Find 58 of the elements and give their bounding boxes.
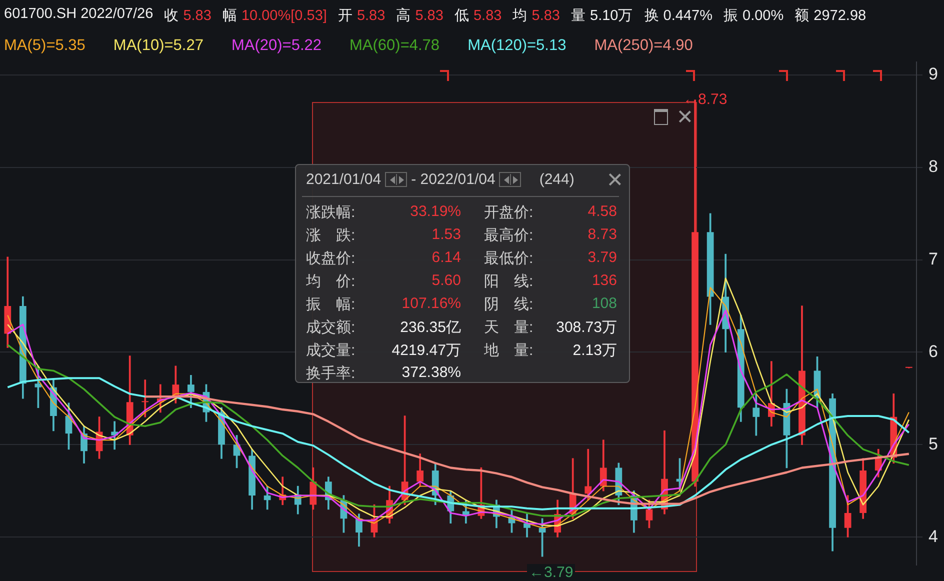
text: 开 5.83 [338, 8, 386, 24]
annotation: 涨跌幅: [306, 203, 356, 222]
annotation: 阴 线: [484, 295, 534, 314]
y-tick-label: 4 [928, 526, 938, 546]
annotation: 33.19% [410, 203, 461, 220]
text: MA(10)=5.27 [113, 37, 204, 55]
annotation: 372.38% [402, 364, 461, 381]
annotation: 振 幅: [306, 295, 356, 314]
y-tick-label: 9 [928, 64, 938, 84]
annotation: 5.60 [432, 272, 461, 289]
annotation: - 2022/01/04 [411, 171, 496, 188]
annotation: 换手率: [306, 364, 356, 383]
text: 低 5.83 [454, 8, 502, 24]
annotation: 最高价: [484, 226, 534, 245]
text: 量 5.10万 [570, 8, 634, 24]
text: 高 5.83 [396, 8, 444, 24]
text: 振 0.00% [723, 8, 784, 24]
annotation: 4.58 [588, 203, 617, 220]
annotation: 地 量: [484, 341, 534, 360]
annotation: 成交量: [306, 341, 356, 360]
annotation: (244) [539, 171, 574, 188]
text: 额 2972.98 [794, 8, 866, 24]
annotation: 8.73 [588, 226, 617, 243]
annotation: ←3.79 [527, 564, 576, 581]
text: 收 5.83 [164, 8, 212, 24]
y-tick-label: 7 [928, 249, 938, 268]
annotation: 收盘价: [306, 249, 356, 268]
text: MA(5)=5.35 [4, 37, 86, 55]
text: MA(20)=5.22 [231, 37, 322, 55]
y-tick-label: 5 [928, 434, 938, 454]
annotation: 成交额: [306, 318, 356, 337]
text: 换 0.447% [644, 8, 712, 24]
text: MA(60)=4.78 [350, 37, 440, 55]
text: MA(120)=5.13 [468, 37, 566, 55]
annotation: 108 [592, 295, 617, 312]
annotation: 6.14 [432, 249, 461, 266]
annotation: 2.13万 [572, 341, 617, 360]
annotation: 308.73万 [556, 318, 617, 337]
chart-title: 601700.SH 2022/07/26 [4, 6, 154, 24]
annotation: 2021/01/04 [306, 171, 382, 188]
annotation: 4219.47万 [392, 341, 461, 360]
text: MA(250)=4.90 [594, 37, 693, 55]
annotation: 涨 跌: [306, 226, 356, 245]
annotation: 1.53 [432, 226, 461, 243]
text: 均 5.83 [512, 8, 560, 24]
y-tick-label: 6 [928, 342, 938, 361]
text: 幅 10.00%[0.53] [222, 8, 327, 24]
annotation: ←8.73 [683, 91, 728, 108]
annotation: 开盘价: [484, 203, 534, 222]
annotation: 107.16% [402, 295, 461, 312]
annotation: 236.35亿 [400, 318, 461, 337]
annotation: 均 价: [306, 272, 356, 291]
annotation: 136 [592, 272, 617, 289]
annotation: 天 量: [484, 318, 534, 337]
annotation: 最低价: [484, 249, 534, 268]
annotation: 3.79 [588, 249, 617, 266]
annotation: 阳 线: [484, 272, 534, 291]
y-tick-label: 8 [928, 157, 938, 176]
